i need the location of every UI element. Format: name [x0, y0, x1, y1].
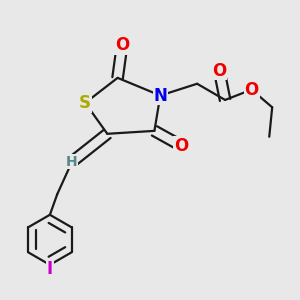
Text: I: I [47, 260, 53, 278]
Text: O: O [212, 61, 226, 80]
Text: O: O [244, 81, 259, 99]
Text: N: N [153, 86, 167, 104]
Text: O: O [115, 37, 129, 55]
Text: O: O [174, 136, 188, 154]
Text: H: H [66, 155, 78, 169]
Text: S: S [79, 94, 91, 112]
